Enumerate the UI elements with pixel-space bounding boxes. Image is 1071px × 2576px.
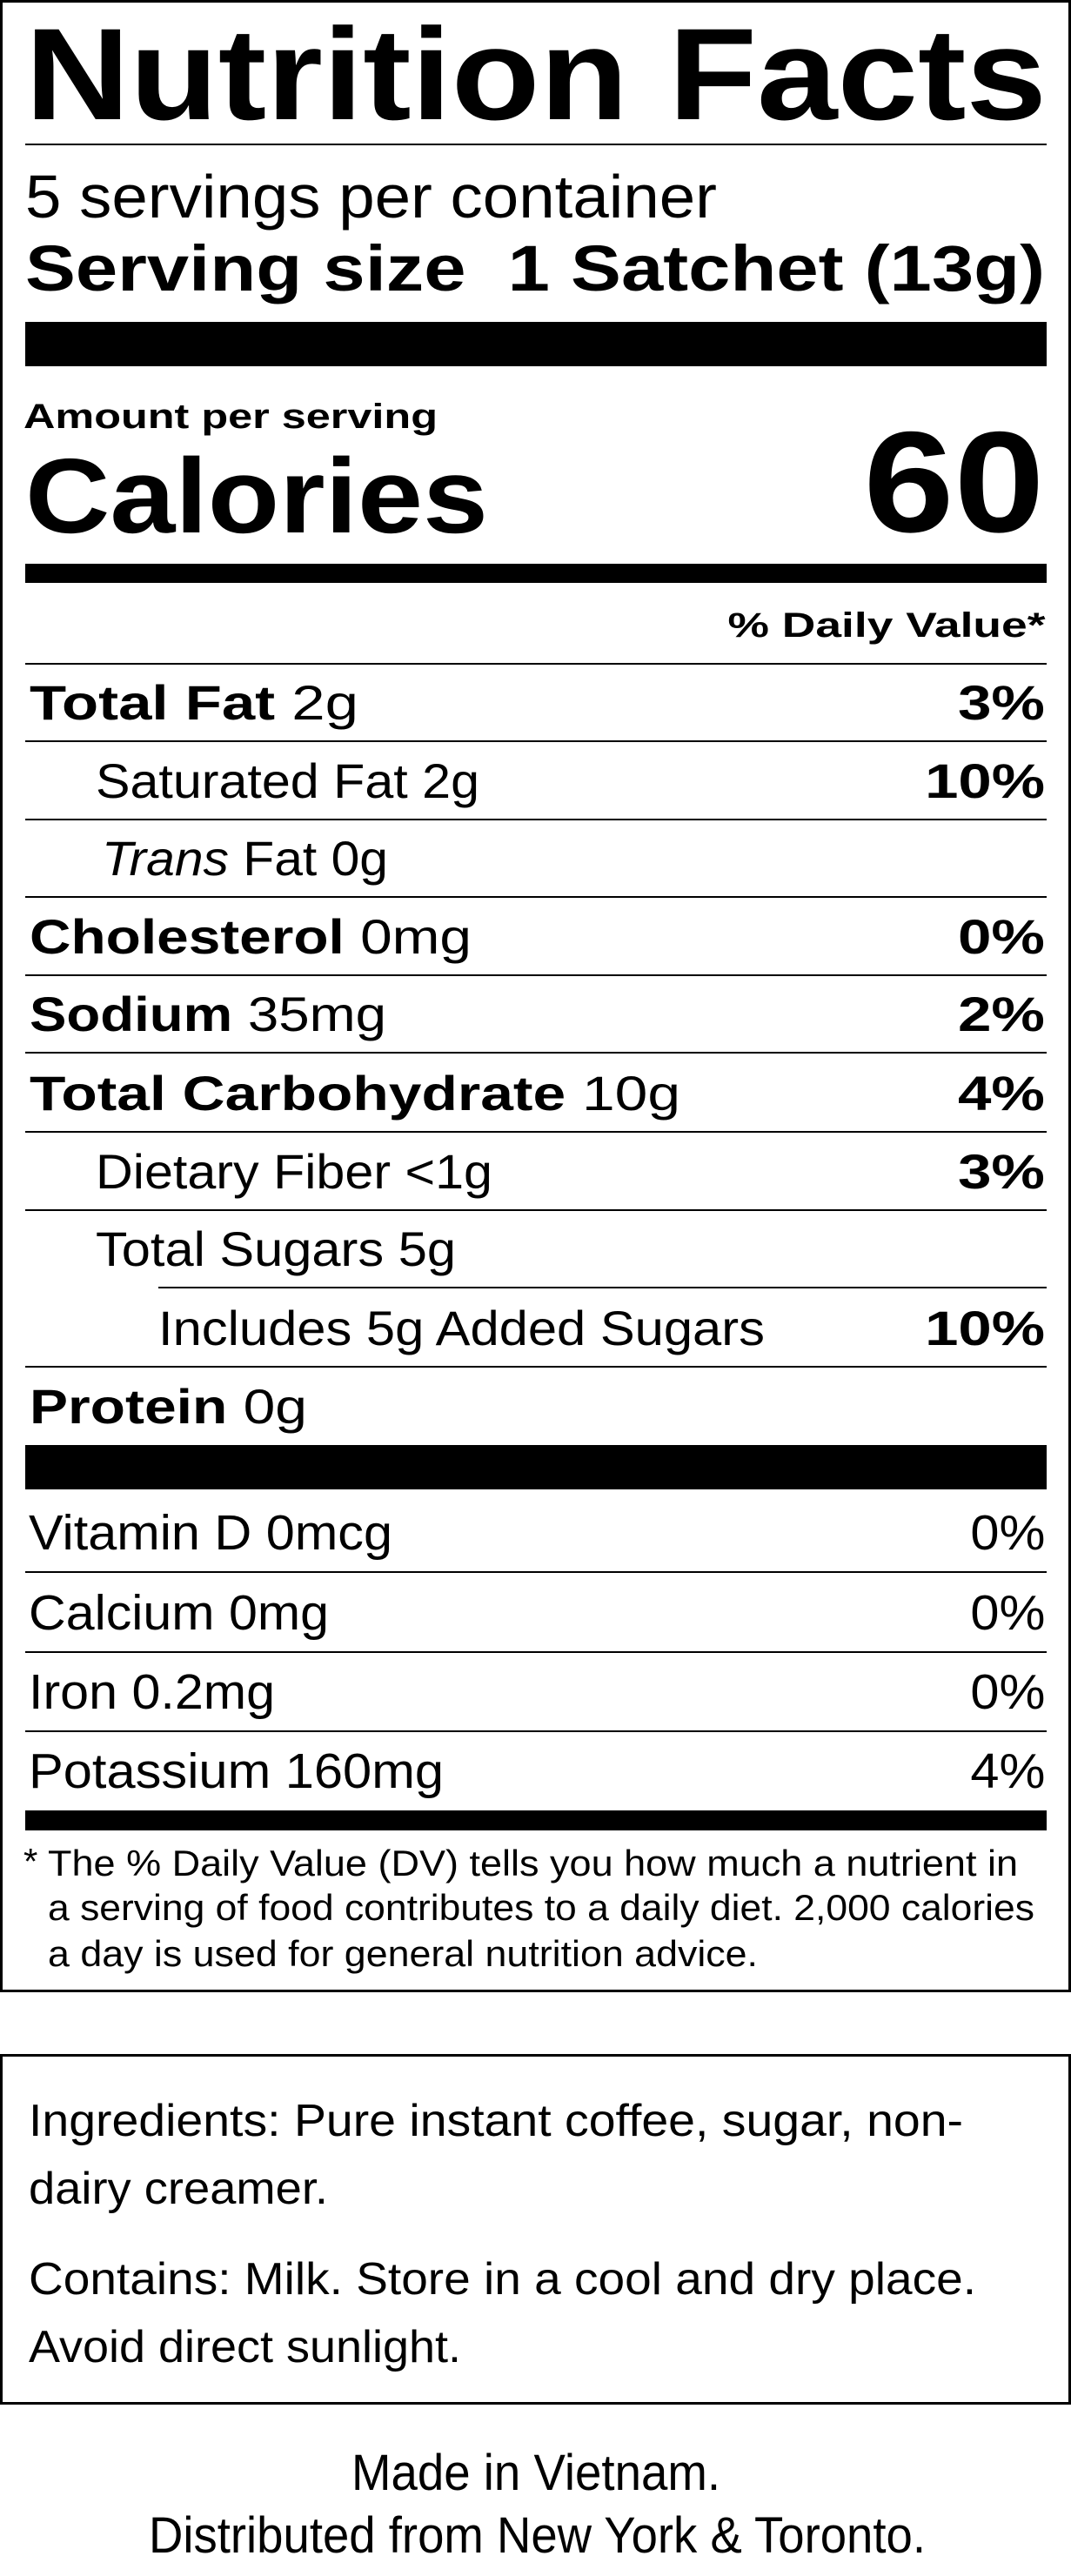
vitamin-dv: 0%: [970, 1664, 1045, 1720]
medium-divider: [25, 1810, 1047, 1830]
nutrient-amount: <1g: [405, 1144, 492, 1199]
footnote-line: a serving of food contributes to a daily…: [48, 1887, 1034, 1928]
serving-size: Serving size 1 Satchet (13g): [25, 237, 1045, 301]
made-in: Made in Vietnam.: [351, 2445, 720, 2501]
nutrient-row-added-sugars: Includes 5g Added Sugars: [158, 1301, 765, 1355]
divider: [25, 1052, 1047, 1054]
vitamin-row-potassium: Potassium 160mg: [29, 1743, 445, 1799]
nutrition-facts-panel: [0, 0, 1071, 1992]
nutrient-dv: 2%: [958, 987, 1045, 1041]
nutrient-amount: 5g: [398, 1221, 456, 1276]
nutrient-row-dietary-fiber: Dietary Fiber <1g: [96, 1147, 492, 1196]
vitamin-row-vitamin-d: Vitamin D 0mcg: [29, 1505, 392, 1561]
nutrient-amount: 0mg: [360, 909, 472, 964]
nutrient-dv: 10%: [925, 753, 1045, 808]
vitamin-row-calcium: Calcium 0mg: [29, 1585, 329, 1641]
nutrient-name: Cholesterol: [30, 909, 345, 964]
nutrient-dv: 0%: [958, 909, 1045, 964]
nutrient-amount: 2g: [291, 675, 358, 730]
nutrient-amount: 2g: [422, 753, 479, 808]
footnote-line: The % Daily Value (DV) tells you how muc…: [48, 1843, 1018, 1883]
nutrient-name: Fat: [243, 831, 318, 886]
divider: [25, 740, 1047, 742]
nutrient-dv: 4%: [958, 1066, 1045, 1121]
distributed-from: Distributed from New York & Toronto.: [149, 2507, 926, 2564]
ingredients-text: dairy creamer.: [29, 2164, 328, 2214]
nutrient-name: Sodium: [30, 987, 233, 1041]
nutrient-row-saturated-fat: Saturated Fat 2g: [96, 757, 479, 806]
vitamin-row-iron: Iron 0.2mg: [29, 1664, 275, 1720]
nutrient-name: Saturated Fat: [96, 753, 408, 808]
calories-value: 60: [864, 402, 1045, 562]
nutrient-amount: 0g: [243, 1379, 307, 1434]
ingredients-panel: [0, 2054, 1071, 2405]
nutrient-name: Dietary Fiber: [96, 1144, 392, 1199]
divider: [25, 1651, 1047, 1653]
nutrient-name: Total Carbohydrate: [30, 1066, 566, 1121]
nutrient-row-protein: Protein 0g: [30, 1382, 307, 1431]
thick-divider: [25, 1445, 1047, 1489]
footnote-line: a day is used for general nutrition advi…: [48, 1933, 759, 1974]
contains-label: Contains:: [29, 2254, 231, 2305]
nutrient-amount: 0g: [331, 831, 389, 886]
divider: [25, 1131, 1047, 1133]
divider: [25, 1730, 1047, 1732]
divider: [25, 819, 1047, 820]
servings-per-container: 5 servings per container: [25, 163, 717, 231]
nutrient-name: Protein: [30, 1379, 228, 1434]
nutrient-row-cholesterol: Cholesterol 0mg: [30, 913, 472, 961]
nutrient-dv: 10%: [925, 1301, 1045, 1355]
daily-value-header: % Daily Value*: [727, 606, 1045, 645]
nutrient-row-total-sugars: Total Sugars 5g: [96, 1225, 456, 1274]
nutrient-dv: 3%: [958, 675, 1045, 730]
nutrient-amount: 10g: [581, 1066, 680, 1121]
nutrient-row-total-carbohydrate: Total Carbohydrate 10g: [30, 1069, 680, 1118]
divider: [158, 1287, 1047, 1288]
divider: [25, 896, 1047, 898]
divider: [25, 1571, 1047, 1573]
amount-per-serving: Amount per serving: [23, 398, 438, 436]
nutrient-name-italic: Trans: [102, 831, 229, 886]
divider: [25, 1209, 1047, 1211]
nutrient-row-sodium: Sodium 35mg: [30, 990, 386, 1039]
panel-title: Nutrition Facts: [25, 1, 1047, 147]
calories-label: Calories: [25, 437, 488, 555]
nutrient-dv: 3%: [958, 1144, 1045, 1199]
vitamin-dv: 4%: [970, 1743, 1045, 1799]
nutrient-row-trans-fat: Trans Fat 0g: [102, 834, 388, 883]
vitamin-dv: 0%: [970, 1505, 1045, 1561]
ingredients-text: Pure instant coffee, sugar, non-: [293, 2096, 964, 2146]
ingredients-line: Ingredients: Pure instant coffee, sugar,…: [29, 2098, 963, 2144]
footnote-marker: *: [23, 1841, 38, 1882]
divider: [25, 1366, 1047, 1368]
divider: [25, 974, 1047, 976]
contains-text: Avoid direct sunlight.: [29, 2322, 461, 2372]
nutrient-name: Total Fat: [30, 675, 276, 730]
nutrient-name: Total Sugars: [96, 1221, 385, 1276]
thick-divider: [25, 322, 1047, 366]
contains-line: Contains: Milk. Store in a cool and dry …: [29, 2257, 976, 2302]
divider: [25, 144, 1047, 145]
contains-text: Milk. Store in a cool and dry place.: [244, 2254, 976, 2305]
medium-divider: [25, 564, 1047, 583]
ingredients-label: Ingredients:: [29, 2096, 281, 2146]
divider: [25, 663, 1047, 665]
serving-size-value: 1 Satchet (13g): [507, 232, 1045, 304]
serving-size-label: Serving size: [25, 232, 466, 304]
nutrient-amount: 35mg: [247, 987, 386, 1041]
vitamin-dv: 0%: [970, 1585, 1045, 1641]
nutrient-row-total-fat: Total Fat 2g: [30, 679, 358, 727]
